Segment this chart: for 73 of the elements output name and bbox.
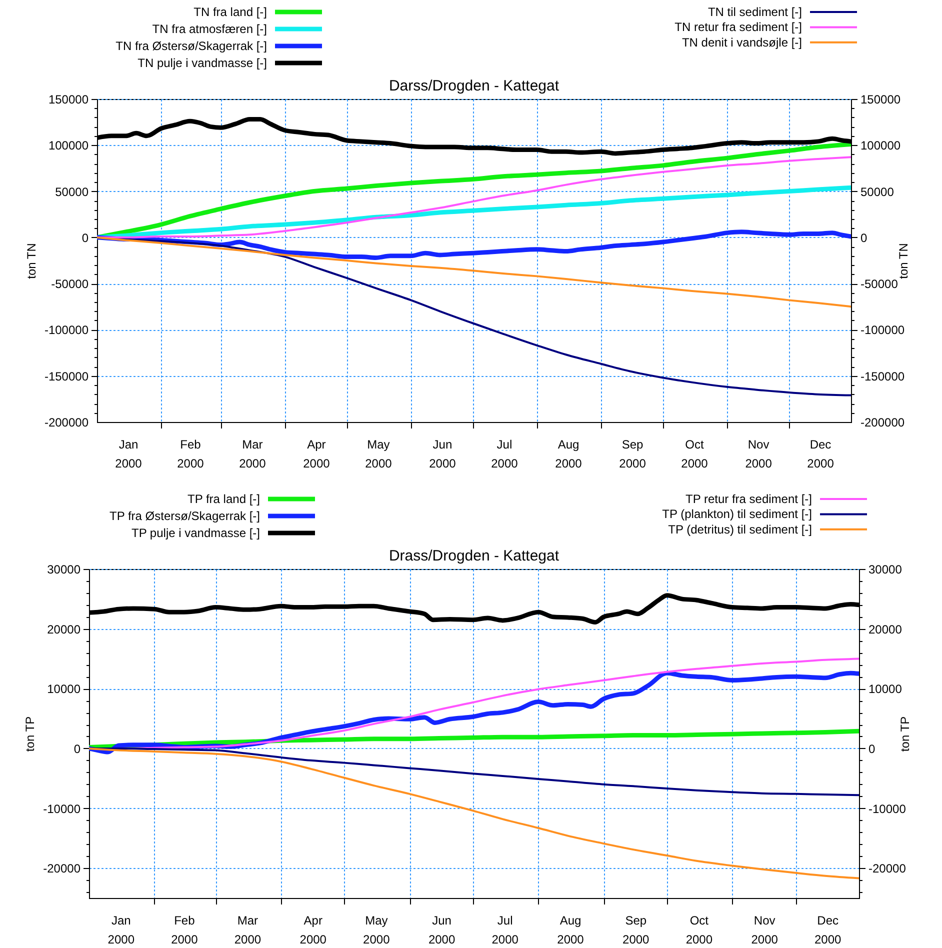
legend-label: TN fra land [-]: [194, 5, 267, 19]
y2-tick-label: 0: [868, 742, 876, 756]
x-tick-label: Apr 2000: [300, 914, 327, 946]
y2-tick-label: -20000: [868, 862, 906, 876]
line-series: [97, 236, 851, 308]
y2-tick-label: 100000: [860, 138, 901, 153]
y2-tick-label: -10000: [868, 802, 906, 816]
y-tick-label: 100000: [48, 138, 89, 153]
x-tick-label: May 2000: [363, 914, 390, 946]
x-tick-label: Nov 2000: [745, 438, 772, 470]
x-tick-label: Nov 2000: [751, 914, 778, 946]
x-tick-label: Mar 2000: [234, 914, 262, 946]
legend-label: TN fra Østersø/Skagerrak [-]: [116, 39, 267, 53]
legend-label: TN retur fra sediment [-]: [674, 20, 802, 34]
x-tick-label: Aug 2000: [555, 438, 582, 470]
x-tick-label: Oct 2000: [681, 438, 708, 470]
legend-label: TN til sediment [-]: [708, 5, 802, 19]
y-tick-label: -200000: [44, 416, 89, 430]
y2-tick-label: 50000: [860, 184, 894, 199]
chart-title: Darss/Drogden - Kattegat: [388, 78, 560, 94]
x-tick-label: Jun 2000: [428, 914, 456, 946]
x-tick-label: May 2000: [365, 438, 392, 470]
x-tick-label: Oct 2000: [686, 914, 713, 946]
chart-title: Drass/Drogden - Kattegat: [388, 548, 560, 564]
x-tick-label: Dec 2000: [814, 914, 842, 946]
y-tick-label: 150000: [48, 92, 89, 106]
legend-label: TP pulje i vandmasse [-]: [131, 526, 260, 540]
y-axis-title: ton TN: [24, 243, 38, 279]
x-tick-label: Mar 2000: [239, 438, 266, 470]
x-tick-label: Jan 2000: [115, 438, 142, 470]
legend-label: TP fra land [-]: [188, 492, 260, 506]
x-tick-label: Aug 2000: [557, 914, 584, 946]
line-series: [89, 747, 859, 880]
y2-axis-title: ton TN: [896, 243, 911, 279]
y2-tick-label: 150000: [860, 92, 901, 106]
y-axis-title: ton TP: [23, 716, 38, 752]
x-tick-label: Jun 2000: [429, 438, 456, 470]
x-tick-label: Feb 2000: [177, 438, 204, 470]
y2-axis-title: ton TP: [898, 716, 912, 752]
legend-label: TP (detritus) til sediment [-]: [668, 522, 812, 536]
y2-tick-label: 10000: [868, 682, 902, 696]
x-tick-label: Sep 2000: [619, 438, 646, 470]
y2-tick-label: -150000: [860, 369, 905, 384]
x-tick-label: Jul 2000: [492, 914, 519, 946]
y2-tick-label: 30000: [868, 562, 902, 576]
y2-tick-label: -50000: [860, 277, 898, 292]
legend-label: TN denit i vandsøjle [-]: [682, 35, 802, 50]
y2-tick-label: 0: [860, 230, 868, 245]
y-tick-label: -100000: [44, 323, 89, 338]
y-tick-label: -150000: [44, 369, 89, 384]
y-tick-label: -10000: [43, 802, 81, 816]
x-tick-label: Dec 2000: [807, 438, 834, 470]
y2-tick-label: 20000: [868, 622, 902, 636]
legend-label: TN fra atmosfæren [-]: [152, 22, 267, 36]
y-tick-label: -50000: [51, 277, 89, 292]
x-tick-label: Jul 2000: [491, 438, 518, 470]
y-tick-label: 50000: [55, 184, 89, 199]
y2-tick-label: -100000: [860, 323, 905, 338]
legend-label: TP (plankton) til sediment [-]: [662, 507, 812, 522]
legend-label: TP fra Østersø/Skagerrak [-]: [110, 509, 260, 523]
x-tick-label: Sep 2000: [622, 914, 650, 946]
y-tick-label: 10000: [47, 682, 81, 696]
y-tick-label: 30000: [47, 562, 81, 576]
legend-label: TP retur fra sediment [-]: [686, 492, 812, 506]
y-tick-label: 0: [74, 742, 81, 756]
y-tick-label: -20000: [43, 862, 81, 876]
x-tick-label: Feb 2000: [171, 914, 198, 946]
y-tick-label: 0: [82, 230, 89, 245]
x-tick-label: Apr 2000: [303, 438, 330, 470]
y-tick-label: 20000: [47, 622, 81, 636]
legend-label: TN pulje i vandmasse [-]: [138, 56, 267, 70]
y2-tick-label: -200000: [860, 416, 905, 430]
x-tick-label: Jan 2000: [108, 914, 135, 946]
